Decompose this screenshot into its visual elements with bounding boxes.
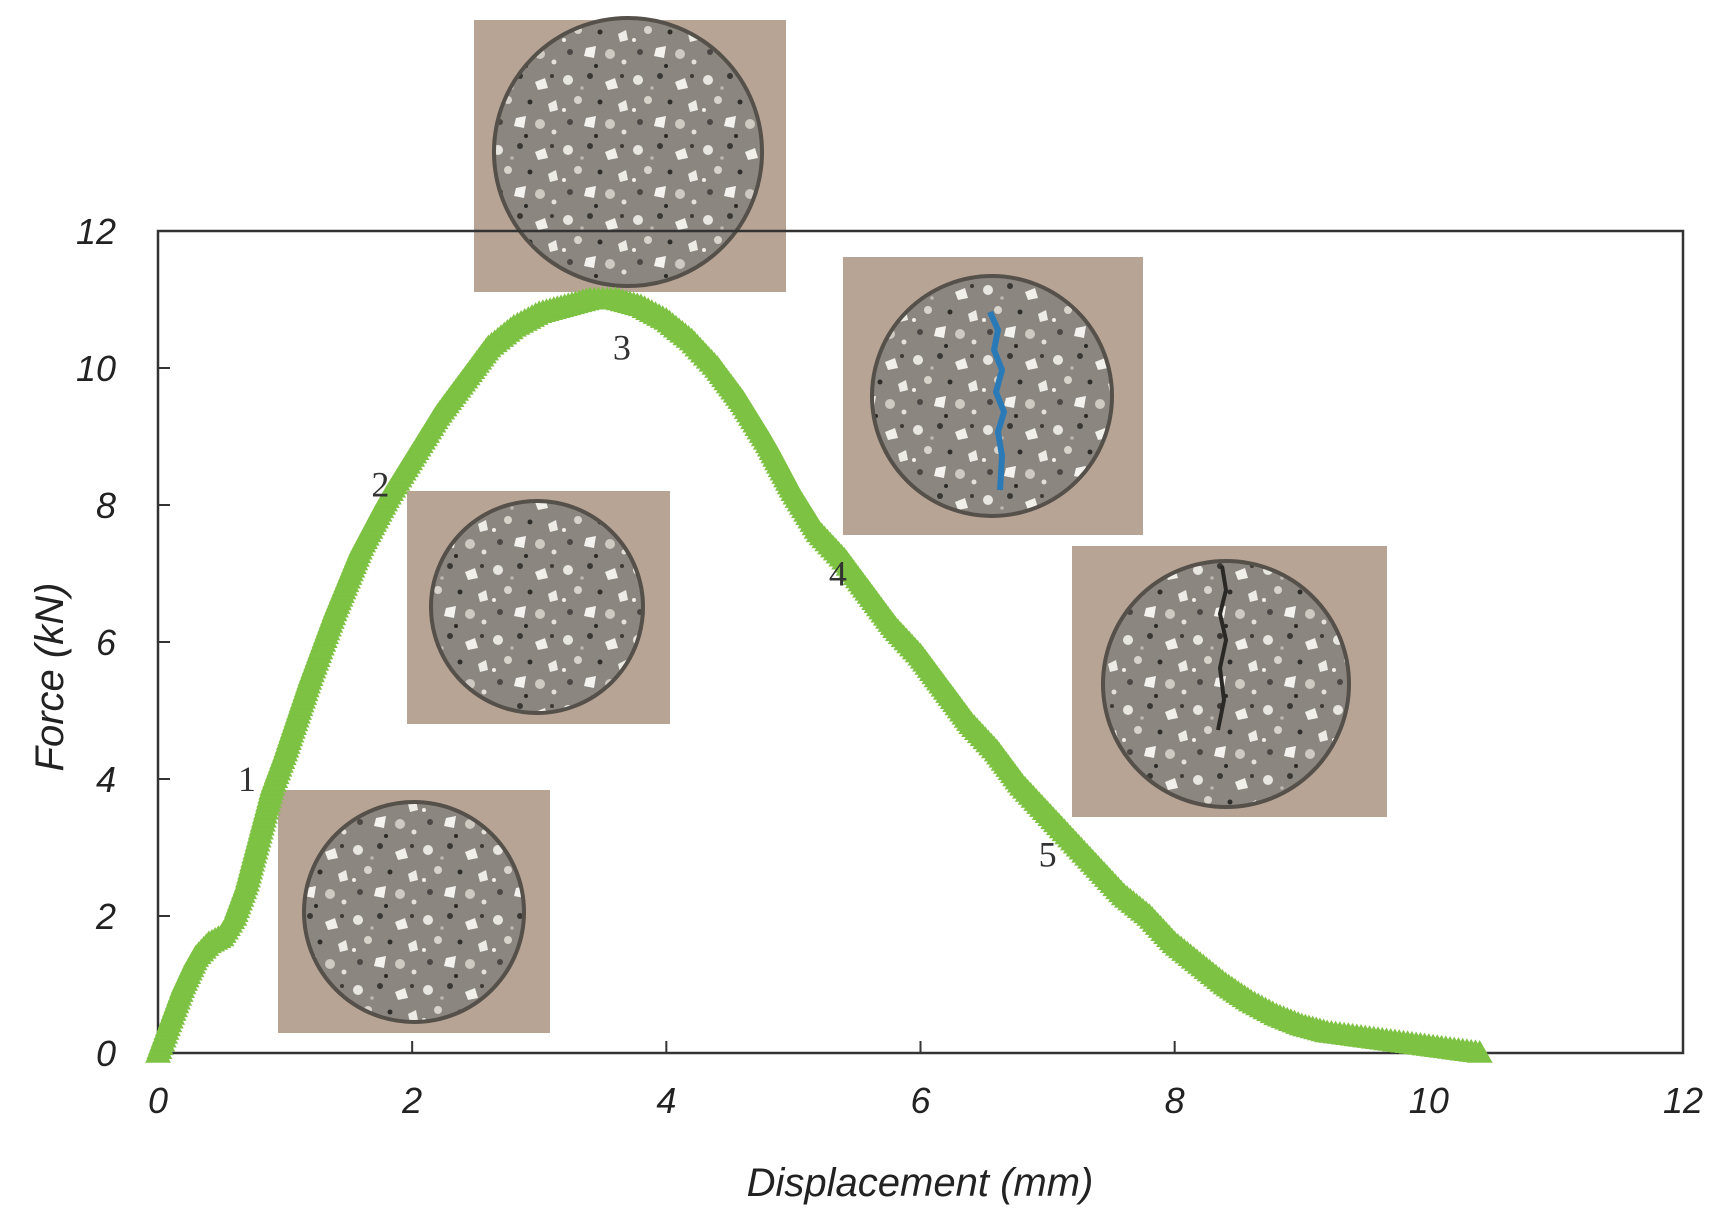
y-tick-label: 8 (96, 485, 116, 526)
y-tick-label: 0 (96, 1033, 116, 1074)
specimen-3-image (474, 16, 786, 292)
x-tick-label: 10 (1409, 1080, 1449, 1121)
x-tick-label: 6 (910, 1080, 931, 1121)
point-annotations: 1 2 3 4 5 (238, 327, 1057, 874)
point-label-4: 4 (829, 554, 847, 594)
point-label-5: 5 (1039, 834, 1057, 874)
data-point (1466, 1040, 1493, 1063)
y-axis-label: Force (kN) (28, 583, 72, 772)
x-axis-label: Displacement (mm) (747, 1161, 1094, 1205)
series-markers (145, 286, 1493, 1063)
point-label-2: 2 (371, 464, 389, 504)
point-label-1: 1 (238, 759, 256, 799)
point-label-3: 3 (613, 327, 631, 367)
x-tick-label: 2 (401, 1080, 422, 1121)
x-tick-label: 8 (1165, 1080, 1185, 1121)
specimen-2-image (407, 491, 670, 724)
specimen-4-image (843, 257, 1143, 535)
y-tick-label: 4 (96, 759, 116, 800)
x-tick-label: 4 (656, 1080, 676, 1121)
y-tick-label: 2 (95, 896, 116, 937)
x-tick-label: 0 (148, 1080, 168, 1121)
y-tick-label: 6 (96, 622, 117, 663)
y-tick-label: 10 (76, 348, 116, 389)
specimen-1-image (278, 790, 550, 1033)
specimen-5-image (1072, 546, 1387, 817)
y-tick-label: 12 (76, 211, 116, 252)
x-tick-label: 12 (1663, 1080, 1703, 1121)
